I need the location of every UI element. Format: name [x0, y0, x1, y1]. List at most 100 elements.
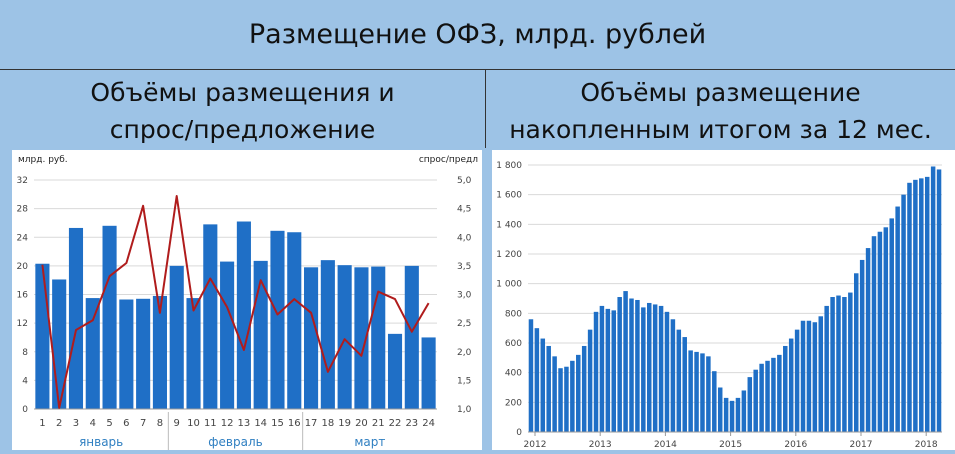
- bar: [102, 225, 117, 409]
- bar: [717, 387, 723, 432]
- x-tick-label: 2013: [589, 440, 612, 450]
- weekly-placement-chart-panel: млрд. руб. спрос/предл 0 4 8 12 16 20 24 28 32 1,0 1…: [12, 150, 482, 450]
- x-tick-label: 2017: [850, 440, 873, 450]
- bar: [753, 369, 758, 432]
- bar: [889, 218, 894, 432]
- bar: [421, 337, 436, 409]
- bar: [611, 310, 617, 432]
- y-axis-label-left: млрд. руб.: [18, 155, 68, 165]
- bar: [723, 397, 729, 432]
- cumulative-placement-chart-panel: 0 200 400 600 800 1 000 1 200 1 400 1 600 1 800 20…: [492, 150, 955, 450]
- bar: [270, 230, 285, 409]
- bar: [287, 232, 302, 409]
- y2-tick-label: 4,0: [457, 233, 472, 243]
- bar: [605, 308, 611, 432]
- bar: [907, 182, 912, 432]
- y2-tick-label: 3,0: [457, 291, 472, 301]
- bar: [735, 397, 741, 432]
- x-tick-label: 19: [338, 418, 351, 429]
- bar: [387, 333, 403, 409]
- y-tick-label: 24: [17, 233, 29, 243]
- y-tick-label: 1 200: [496, 250, 522, 260]
- bar: [759, 363, 764, 432]
- bar: [818, 316, 824, 432]
- y-tick-label: 600: [505, 339, 522, 349]
- bar: [35, 263, 50, 409]
- bar: [646, 302, 652, 432]
- bar: [676, 329, 682, 432]
- bar: [729, 400, 735, 432]
- bar: [564, 366, 569, 432]
- y-tick-label: 1 400: [496, 220, 522, 230]
- y-tick-label: 20: [17, 262, 29, 272]
- bar: [629, 298, 634, 432]
- bar: [546, 345, 551, 432]
- bar: [371, 266, 386, 409]
- bar: [236, 221, 251, 409]
- y-tick-label: 800: [505, 309, 522, 319]
- bar: [895, 206, 900, 432]
- bar: [337, 265, 352, 409]
- bar: [913, 179, 918, 432]
- bar: [670, 319, 676, 432]
- y-tick-label: 1 600: [496, 191, 522, 201]
- bar: [641, 307, 646, 432]
- y2-tick-label: 5,0: [457, 176, 472, 186]
- bar: [354, 267, 369, 409]
- bar: [747, 377, 753, 432]
- x-tick-label: 15: [271, 418, 284, 429]
- y-tick-label: 16: [17, 291, 29, 301]
- x-tick-label: 13: [238, 418, 251, 429]
- bar: [617, 297, 622, 432]
- bar: [706, 356, 711, 432]
- x-tick-label: 24: [422, 418, 435, 429]
- x-tick-label: 12: [221, 418, 234, 429]
- x-tick-label: 17: [305, 418, 318, 429]
- y-tick-label: 4: [22, 376, 28, 386]
- x-tick-label: 22: [389, 418, 402, 429]
- y-axis-label-right: спрос/предл: [419, 155, 478, 165]
- slide-title: Размещение ОФЗ, млрд. рублей: [0, 0, 955, 70]
- bar: [658, 305, 664, 432]
- bar: [812, 322, 818, 432]
- bar: [203, 224, 218, 409]
- bar: [220, 261, 235, 409]
- bar: [136, 298, 151, 409]
- bar: [528, 319, 534, 432]
- x-tick-label: 8: [157, 418, 163, 429]
- x-tick-label: 20: [355, 418, 368, 429]
- bar: [836, 295, 841, 432]
- bar: [587, 329, 593, 432]
- y-tick-label: 0: [22, 405, 28, 415]
- y-tick-label: 8: [22, 348, 28, 358]
- bar: [320, 260, 335, 409]
- y-tick-label: 28: [17, 205, 29, 215]
- bar: [540, 338, 546, 432]
- bar: [806, 320, 812, 432]
- bar: [664, 311, 670, 432]
- x-tick-label: 1: [39, 418, 45, 429]
- left-chart-heading-line2: спрос/предложение: [109, 115, 376, 144]
- bar: [848, 292, 853, 432]
- bar: [599, 305, 605, 432]
- bar: [169, 265, 184, 409]
- x-tick-label: 2016: [784, 440, 807, 450]
- x-tick-label: 5: [106, 418, 112, 429]
- x-tick-label: 9: [174, 418, 180, 429]
- bar: [712, 371, 717, 432]
- x-tick-label: 11: [204, 418, 217, 429]
- bar: [652, 304, 658, 432]
- bar: [700, 353, 705, 432]
- x-tick-label: 18: [321, 418, 334, 429]
- bar: [85, 298, 100, 409]
- x-tick-label: 2018: [915, 440, 938, 450]
- x-tick-label: 10: [187, 418, 200, 429]
- bar: [877, 231, 883, 432]
- bar: [800, 320, 806, 432]
- bar: [552, 356, 557, 432]
- bar: [635, 299, 640, 432]
- y2-tick-label: 1,5: [457, 376, 471, 386]
- bar: [534, 328, 540, 432]
- bar: [830, 297, 835, 432]
